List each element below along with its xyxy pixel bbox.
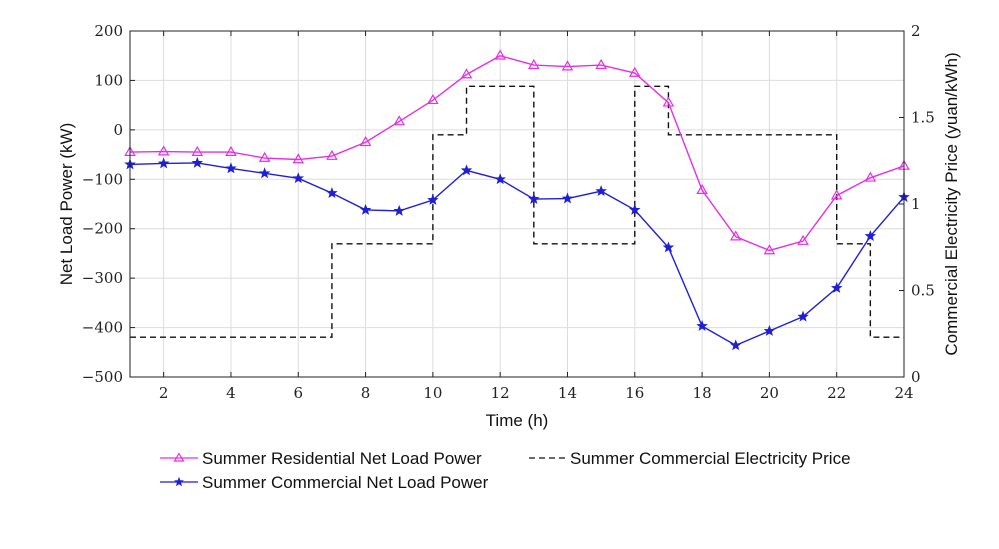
x-tick-label: 6 [293,384,303,402]
residential-point [225,145,237,156]
residential-line [129,54,905,252]
y-tick-label-right: 0.5 [911,282,935,300]
residential-point [157,145,170,156]
load-series [124,49,910,351]
residential-point [393,115,406,126]
commercial-point [595,185,607,197]
x-tick-label: 4 [226,384,236,402]
commercial-point [830,281,843,293]
commercial-point [191,156,204,168]
axis-ticks: 2 4 6 8 10 12 14 16 18 20 22 24−500−400−300−200−100… [82,22,935,402]
x-tick-label: 24 [894,384,913,402]
residential-point [494,49,506,60]
y-tick-label-left: 0 [113,121,123,139]
legend-price-label: Summer Commercial Electricity Price [570,449,851,468]
x-tick-label: 14 [558,384,577,402]
commercial-point [561,192,574,204]
legend-commercial-label: Summer Commercial Net Load Power [202,473,489,492]
x-tick-label: 18 [693,384,712,402]
y-tick-label-left: −300 [82,269,123,287]
commercial-point [225,162,237,174]
y-tick-label-left: −100 [82,170,123,188]
x-tick-label: 16 [625,384,644,402]
residential-point [662,96,675,107]
commercial-point [292,172,305,184]
residential-point [292,153,305,164]
y-axis-left-label: Net Load Power (kW) [57,123,76,286]
commercial-point [662,241,675,253]
residential-point [326,149,338,160]
residential-point [830,189,843,200]
residential-point [696,183,708,195]
commercial-point [696,320,708,331]
y-tick-label-left: 100 [94,71,123,89]
residential-point [729,230,742,241]
y-tick-label-right: 1 [911,195,921,213]
x-tick-label: 12 [491,384,510,402]
legend: Summer Residential Net Load Power Summer… [160,449,851,492]
residential-point [763,244,776,255]
residential-point [797,234,809,245]
y-tick-label-right: 1.5 [911,109,935,127]
commercial-point [494,173,506,185]
commercial-point [729,339,742,351]
x-tick-label: 8 [361,384,371,402]
x-tick-label: 10 [423,384,442,402]
x-tick-label: 20 [760,384,779,402]
commercial-point [157,157,170,169]
residential-point [628,66,641,77]
y-axis-right-label: Commercial Electricity Price (yuan/kWh) [942,52,961,355]
commercial-point [326,187,338,199]
residential-point [191,145,204,156]
residential-point [864,171,877,182]
commercial-point [359,203,372,215]
y-tick-label-right: 2 [911,22,921,40]
legend-commercial-marker [174,476,184,487]
x-axis-label: Time (h) [486,411,549,430]
residential-point [595,58,607,69]
commercial-point [393,204,405,216]
residential-point [427,93,439,105]
residential-point [258,151,271,162]
residential-point [460,68,473,79]
y-tick-label-left: −500 [82,368,123,386]
commercial-point [258,167,271,179]
residential-point [359,136,372,147]
commercial-point [427,193,439,205]
price-step-line [130,85,904,338]
commercial-point [763,324,776,336]
y-tick-label-left: −400 [82,319,123,337]
legend-residential-label: Summer Residential Net Load Power [202,449,482,468]
price-series [130,85,904,338]
commercial-point [797,310,809,322]
y-tick-label-left: 200 [94,22,123,40]
commercial-point [528,193,540,204]
y-tick-label-right: 0 [911,368,921,386]
residential-point [561,60,574,71]
commercial-point [629,203,641,215]
commercial-point [864,230,877,242]
residential-point [528,58,540,69]
legend-residential-marker [173,452,185,462]
y-tick-label-left: −200 [82,220,123,238]
commercial-line [129,162,905,347]
x-tick-label: 2 [159,384,169,402]
commercial-point [460,164,473,176]
x-tick-label: 22 [827,384,846,402]
